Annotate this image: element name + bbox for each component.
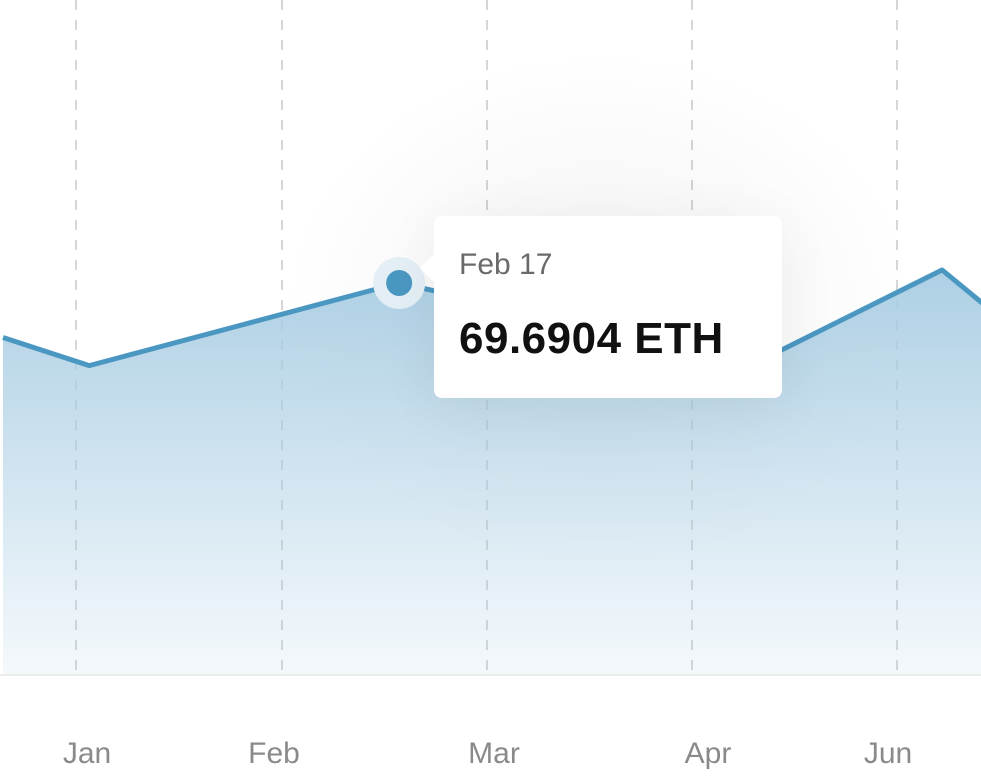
- hover-marker: [373, 256, 426, 309]
- x-tick-label: Jan: [63, 737, 111, 770]
- value-tooltip: Feb 17 69.6904 ETH: [420, 216, 782, 398]
- x-tick-labels: Jan Feb Mar Apr Jun: [63, 737, 912, 770]
- x-tick-label: Apr: [685, 737, 732, 770]
- x-tick-label: Mar: [468, 737, 520, 770]
- x-tick-label: Feb: [248, 737, 300, 770]
- tooltip-value: 69.6904 ETH: [459, 314, 724, 363]
- x-tick-label: Jun: [864, 737, 912, 770]
- data-point-marker[interactable]: [386, 269, 413, 296]
- tooltip-date: Feb 17: [459, 248, 553, 281]
